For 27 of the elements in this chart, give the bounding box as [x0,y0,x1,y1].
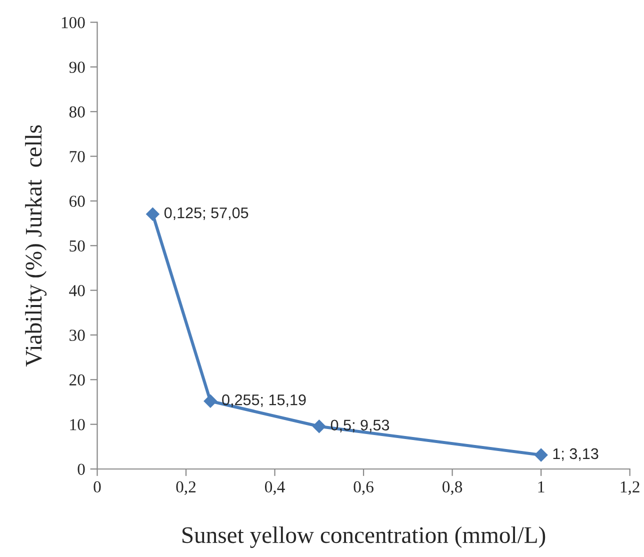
x-tick-label: 0,4 [264,481,285,495]
x-tick-label: 0,6 [354,481,374,495]
point [146,208,160,221]
x-tick-label: 1,2 [620,481,640,495]
y-tick-label: 40 [69,285,85,296]
y-tick-label: 50 [70,240,85,252]
x-axis-title: Sunset yellow concentration (mmol/L) [182,526,546,548]
data-label: 0,255; 15,19 [222,394,306,408]
point [312,420,326,434]
y-tick-label: 100 [62,16,85,28]
y-tick-label: 30 [70,330,85,341]
y-tick-label: 70 [70,150,85,162]
x-tick-label: 0,2 [176,481,196,495]
y-tick-label: 0 [78,464,85,475]
y-tick-label: 60 [69,196,85,207]
y-axis-title: Viability (%) Jurkat cells [25,125,47,367]
y-tick-label: 80 [69,106,85,118]
data-label: 0,125; 57,05 [164,207,248,220]
point [204,394,218,408]
point [534,448,548,462]
y-tick-label: 10 [70,419,85,430]
x-tick-label: 0 [94,481,101,493]
y-tick-label: 20 [70,374,85,386]
data-label: 1; 3,13 [553,448,598,461]
y-tick-label: 90 [69,62,85,73]
x-tick-label: 0,8 [442,481,462,495]
x-tick-label: 1 [538,481,544,492]
